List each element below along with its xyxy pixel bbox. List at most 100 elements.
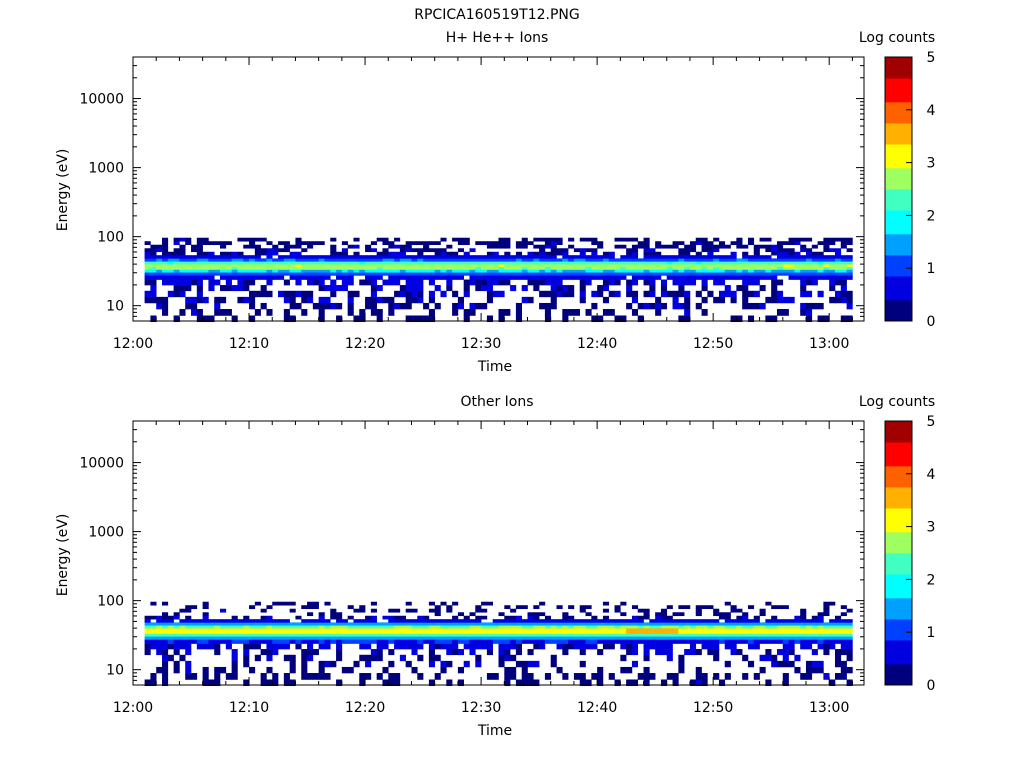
heatmap-cell xyxy=(336,679,343,687)
colorbar-swatch xyxy=(885,634,912,638)
heatmap-cell xyxy=(550,628,557,632)
colorbar-swatch xyxy=(885,534,912,538)
heatmap-cell xyxy=(515,241,522,246)
heatmap-cell xyxy=(498,619,505,623)
heatmap-cell xyxy=(591,275,598,280)
colorbar-swatch xyxy=(885,632,912,636)
heatmap-cell xyxy=(144,264,151,268)
heatmap-cell xyxy=(765,266,772,270)
heatmap-cell xyxy=(220,622,227,626)
heatmap-cell xyxy=(214,302,221,310)
heatmap-cell xyxy=(846,608,853,613)
colorbar-swatch xyxy=(885,465,912,469)
heatmap-cell xyxy=(150,636,157,640)
heatmap-cell xyxy=(347,279,354,286)
heatmap-cell xyxy=(765,622,772,626)
heatmap-cell xyxy=(718,258,726,262)
heatmap-cell xyxy=(573,269,581,273)
heatmap-cell xyxy=(498,612,505,617)
heatmap-cell xyxy=(521,673,528,680)
heatmap-cell xyxy=(800,269,807,273)
heatmap-cell xyxy=(272,628,279,632)
heatmap-cell xyxy=(318,296,325,304)
heatmap-cell xyxy=(800,275,807,280)
heatmap-cell xyxy=(800,302,807,310)
colorbar-swatch xyxy=(885,72,912,76)
heatmap-cell xyxy=(765,619,772,623)
heatmap-cell xyxy=(753,279,760,286)
heatmap-cell xyxy=(573,622,581,626)
heatmap-cell xyxy=(440,601,447,606)
heatmap-cell xyxy=(556,290,563,298)
heatmap-cell xyxy=(376,237,383,242)
heatmap-cell xyxy=(185,625,192,629)
heatmap-cell xyxy=(185,302,192,310)
heatmap-cell xyxy=(591,264,598,268)
heatmap-cell xyxy=(307,272,314,276)
heatmap-cell xyxy=(527,251,534,256)
heatmap-cell xyxy=(428,633,435,637)
heatmap-cell xyxy=(568,266,575,270)
heatmap-cell xyxy=(376,639,383,644)
heatmap-cell xyxy=(266,654,273,662)
heatmap-cell xyxy=(365,615,372,620)
heatmap-cell xyxy=(231,261,238,265)
heatmap-cell xyxy=(829,258,836,262)
heatmap-cell xyxy=(753,639,760,644)
heatmap-cell xyxy=(684,302,691,310)
heatmap-cell xyxy=(376,272,383,276)
heatmap-cell xyxy=(272,251,279,256)
heatmap-cell xyxy=(144,296,151,304)
heatmap-cell xyxy=(701,237,708,242)
heatmap-cell xyxy=(684,275,691,280)
heatmap-cell xyxy=(765,258,772,262)
heatmap-cell xyxy=(167,275,174,280)
heatmap-cell xyxy=(382,237,389,242)
heatmap-cell xyxy=(568,237,575,242)
heatmap-cell xyxy=(307,241,314,246)
colorbar-swatch xyxy=(885,88,912,92)
heatmap-cell xyxy=(568,625,575,629)
colorbar-swatch xyxy=(885,666,912,670)
heatmap-cell xyxy=(573,633,581,637)
heatmap-cell xyxy=(423,639,430,644)
colorbar-swatch xyxy=(885,86,912,90)
heatmap-cell xyxy=(521,625,528,629)
heatmap-cell xyxy=(463,241,470,246)
colorbar-swatch xyxy=(885,260,912,264)
heatmap-cell xyxy=(376,261,383,265)
heatmap-cell xyxy=(713,237,720,242)
heatmap-cell xyxy=(365,261,372,265)
heatmap-cell xyxy=(243,272,250,276)
heatmap-cell xyxy=(840,261,847,265)
heatmap-cell xyxy=(208,625,215,629)
heatmap-cell xyxy=(707,255,714,259)
heatmap-cell xyxy=(463,619,470,623)
heatmap-cell xyxy=(805,237,813,242)
colorbar-swatch xyxy=(885,481,912,485)
heatmap-cell xyxy=(196,630,203,634)
heatmap-cell xyxy=(486,315,493,323)
colorbar-swatch xyxy=(885,104,912,108)
y-tick-label: 1000 xyxy=(88,161,124,177)
heatmap-cell xyxy=(742,255,749,259)
heatmap-cell xyxy=(254,261,261,265)
heatmap-cell xyxy=(736,237,743,242)
colorbar-swatch xyxy=(885,671,912,675)
heatmap-cell xyxy=(179,279,186,286)
heatmap-cell xyxy=(608,251,615,256)
heatmap-cell xyxy=(608,630,615,634)
heatmap-cell xyxy=(185,605,192,610)
heatmap-cell xyxy=(631,237,639,242)
colorbar-swatch xyxy=(885,117,912,121)
heatmap-cell xyxy=(643,275,650,280)
heatmap-cell xyxy=(185,673,192,680)
heatmap-cell xyxy=(597,272,604,276)
heatmap-cell xyxy=(631,266,639,270)
heatmap-cell xyxy=(527,630,534,634)
heatmap-cell xyxy=(254,636,261,640)
heatmap-cell xyxy=(179,630,186,634)
heatmap-cell xyxy=(713,639,720,644)
heatmap-cell xyxy=(162,279,169,286)
heatmap-cell xyxy=(283,248,290,253)
